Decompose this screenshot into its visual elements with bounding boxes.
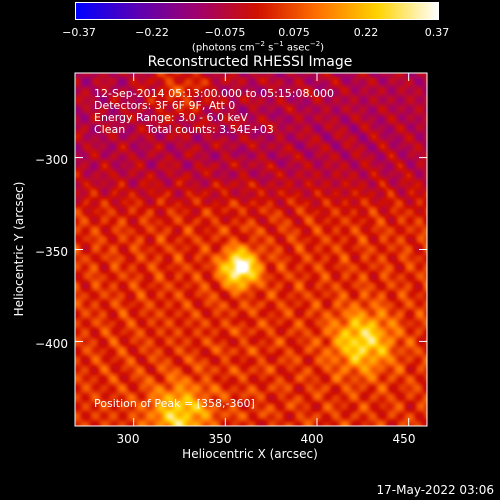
annotation-peak: Position of Peak = [358,-360] [94, 397, 255, 410]
colorbar-tick: −0.22 [135, 26, 169, 39]
colorbar-tick: 0.37 [424, 26, 450, 39]
colorbar [75, 2, 439, 20]
annotation-energy: Energy Range: 3.0 - 6.0 keV [94, 111, 248, 124]
y-tick-label: −300 [35, 153, 68, 167]
x-axis-label: Heliocentric X (arcsec) [182, 447, 318, 461]
x-tick-label: 350 [208, 432, 232, 446]
annotation-counts: Total counts: 3.54E+03 [146, 123, 274, 136]
y-tick-marks [75, 157, 427, 342]
colorbar-tick: −0.075 [204, 26, 246, 39]
heatmap-image [75, 73, 427, 426]
y-tick-label: −400 [35, 337, 68, 351]
annotation-clean: Clean [94, 123, 126, 136]
colorbar-tick: 0.22 [353, 26, 379, 39]
annotation-detectors: Detectors: 3F 6F 9F, Att 0 [94, 99, 236, 112]
y-tick-label: −350 [35, 245, 68, 259]
chart-title: Reconstructed RHESSI Image [147, 54, 353, 70]
colorbar-ticks: −0.37 −0.22 −0.075 0.075 0.22 0.37 (phot… [0, 0, 500, 60]
footer-timestamp: 17-May-2022 03:06 [376, 483, 494, 497]
x-tick-label: 400 [300, 432, 324, 446]
colorbar-units: (photons cm−2 s−1 asec−2) [191, 40, 325, 54]
x-tick-label: 450 [392, 432, 416, 446]
colorbar-tick: 0.075 [278, 26, 310, 39]
x-tick-marks [133, 73, 410, 426]
y-axis-label: Heliocentric Y (arcsec) [12, 181, 26, 317]
colorbar-tick: −0.37 [62, 26, 96, 39]
x-tick-label: 300 [116, 432, 140, 446]
annotation-time-range: 12-Sep-2014 05:13:00.000 to 05:15:08.000 [94, 87, 334, 100]
